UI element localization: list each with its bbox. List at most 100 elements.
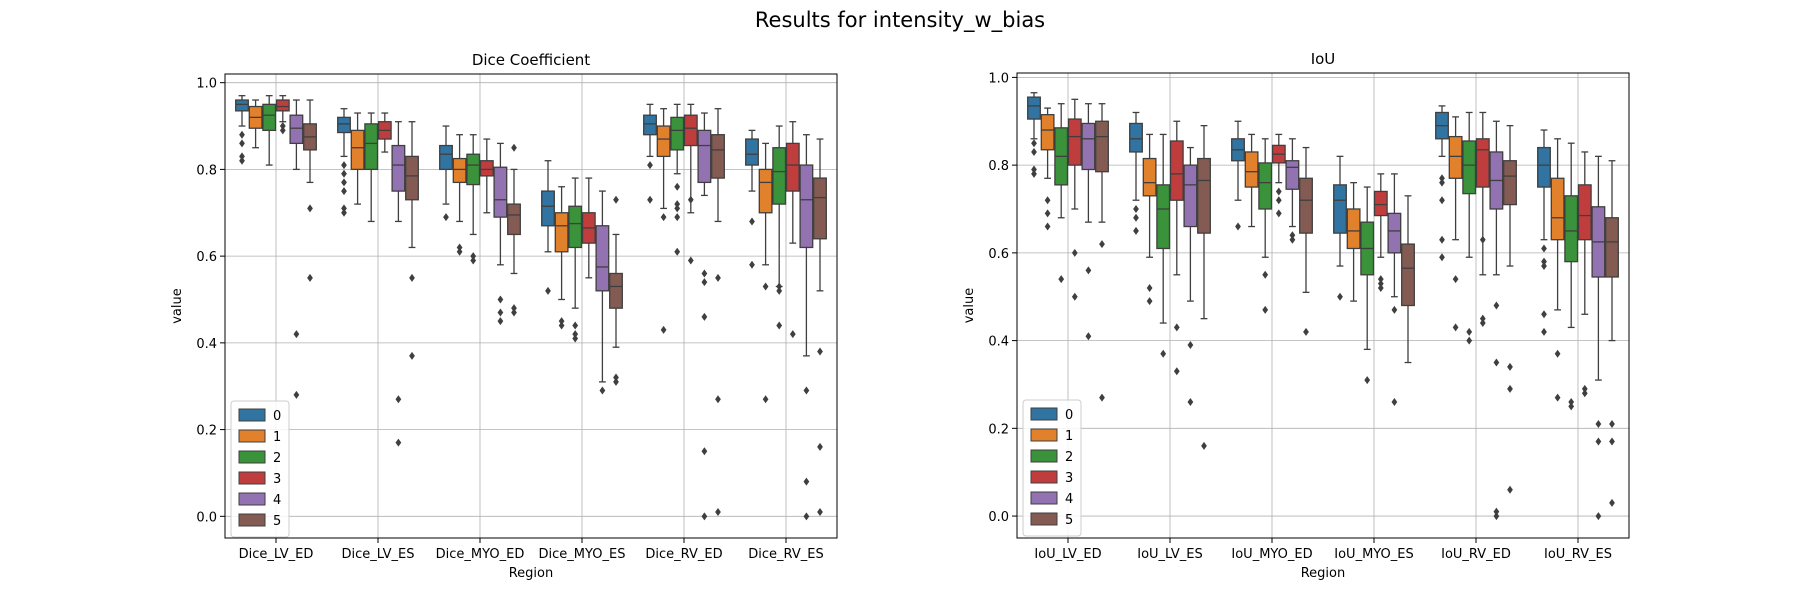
x-tick-label: Dice_MYO_ED [436, 547, 525, 562]
iqr-box [568, 205, 583, 249]
axes-title: IoU [1311, 50, 1336, 68]
outlier-point [341, 169, 347, 178]
iqr-box [1564, 195, 1579, 263]
y-tick-label: 0.4 [196, 337, 217, 352]
iqr-box [554, 212, 569, 253]
iqr-box [364, 123, 379, 171]
box-IoU_MYO_ES-4 [1387, 173, 1402, 407]
outlier-point [409, 351, 415, 360]
outlier-point [1173, 367, 1180, 376]
box-IoU_MYO_ED-3 [1271, 133, 1286, 218]
outlier-point [1507, 384, 1513, 393]
iqr-box [1333, 184, 1347, 234]
outlier-point [470, 256, 477, 265]
outlier-point [456, 243, 463, 252]
outlier-point [470, 252, 477, 261]
outlier-point [1541, 310, 1547, 319]
outlier-point [1595, 512, 1602, 521]
x-tick-label: IoU_MYO_ES [1334, 547, 1413, 562]
iqr-box [813, 177, 827, 240]
outlier-point [1439, 235, 1445, 244]
outlier-point [749, 217, 755, 226]
legend-swatch [1030, 428, 1058, 442]
box-Dice_LV_ED-0 [235, 95, 249, 165]
outlier-point [660, 213, 667, 222]
outlier-point [239, 156, 245, 165]
outlier-point [1187, 340, 1194, 349]
outlier-point [1439, 196, 1445, 205]
outlier-point [1554, 349, 1561, 358]
outlier-point [1391, 398, 1398, 407]
outlier-point [1133, 226, 1139, 235]
iqr-box [1448, 135, 1463, 179]
outlier-point [1031, 139, 1037, 148]
outlier-point [1044, 222, 1051, 231]
outlier-point [687, 195, 694, 204]
legend-swatch [238, 492, 266, 506]
outlier-point [239, 139, 245, 148]
outlier-point [817, 442, 823, 451]
iqr-box [1129, 122, 1143, 153]
outlier-point [776, 286, 783, 295]
outlier-point [1377, 279, 1384, 288]
y-axis-label: value [170, 288, 185, 324]
box-IoU_LV_ED-1 [1040, 107, 1055, 231]
box-IoU_RV_ES-0 [1537, 129, 1551, 336]
box-Dice_RV_ES-4 [799, 134, 814, 521]
outlier-point [1187, 398, 1194, 407]
outlier-point [279, 126, 286, 135]
legend: 0 1 2 3 4 5 [1022, 399, 1082, 537]
box-IoU_LV_ES-1 [1142, 133, 1157, 306]
outlier-point [1493, 301, 1500, 310]
iqr-box [541, 190, 555, 227]
iqr-box [643, 114, 657, 136]
iqr-box [1537, 146, 1551, 188]
outlier-point [1146, 297, 1153, 306]
outlier-point [715, 395, 721, 404]
outlier-point [1031, 147, 1037, 156]
box-IoU_MYO_ES-3 [1373, 173, 1388, 292]
legend-swatch [238, 429, 266, 443]
box-Dice_LV_ES-2 [364, 112, 379, 223]
x-tick-label: IoU_LV_ES [1137, 547, 1202, 562]
outlier-point [1275, 187, 1282, 196]
outlier-point [749, 260, 755, 269]
outlier-point [341, 204, 347, 213]
legend-swatch [238, 471, 266, 485]
outlier-point [817, 507, 823, 516]
outlier-point [1303, 327, 1309, 336]
box-IoU_MYO_ED-1 [1244, 133, 1259, 228]
legend-swatch [238, 408, 266, 422]
box-Dice_LV_ES-0 [337, 108, 351, 217]
outlier-point [1275, 196, 1282, 205]
box-Dice_MYO_ES-1 [554, 186, 569, 330]
box-Dice_MYO_ED-2 [466, 134, 481, 265]
iqr-box [262, 103, 277, 132]
box-IoU_MYO_ES-1 [1346, 182, 1361, 302]
iqr-box [745, 138, 759, 166]
outlier-point [613, 195, 619, 204]
legend-label: 0 [1065, 408, 1073, 423]
legend-swatch [1030, 491, 1058, 505]
y-tick-label: 0.4 [988, 335, 1009, 350]
outlier-point [674, 213, 681, 222]
outlier-point [715, 507, 721, 516]
outlier-point [1044, 209, 1051, 218]
iqr-box [1346, 208, 1361, 250]
x-axis-label: Region [509, 566, 554, 581]
iou-panel: 0.0 0.2 0.4 0.6 0.8 1.0 IoU_LV_ED IoU_LV_ES IoU_… [962, 50, 1630, 581]
outlier-point [1541, 244, 1547, 253]
outlier-point [1275, 209, 1282, 218]
legend-label: 0 [273, 409, 281, 424]
outlier-point [701, 512, 708, 521]
outlier-point [1479, 314, 1486, 323]
iqr-box [1605, 217, 1619, 278]
outlier-point [1493, 507, 1500, 516]
box-Dice_RV_ED-5 [711, 108, 725, 516]
y-tick-label: 1.0 [196, 77, 217, 92]
box-IoU_MYO_ED-4 [1285, 138, 1300, 244]
box-IoU_LV_ED-3 [1067, 98, 1082, 301]
outlier-point [1466, 327, 1473, 336]
axes-frame [224, 73, 838, 539]
outlier-point [1493, 512, 1500, 521]
